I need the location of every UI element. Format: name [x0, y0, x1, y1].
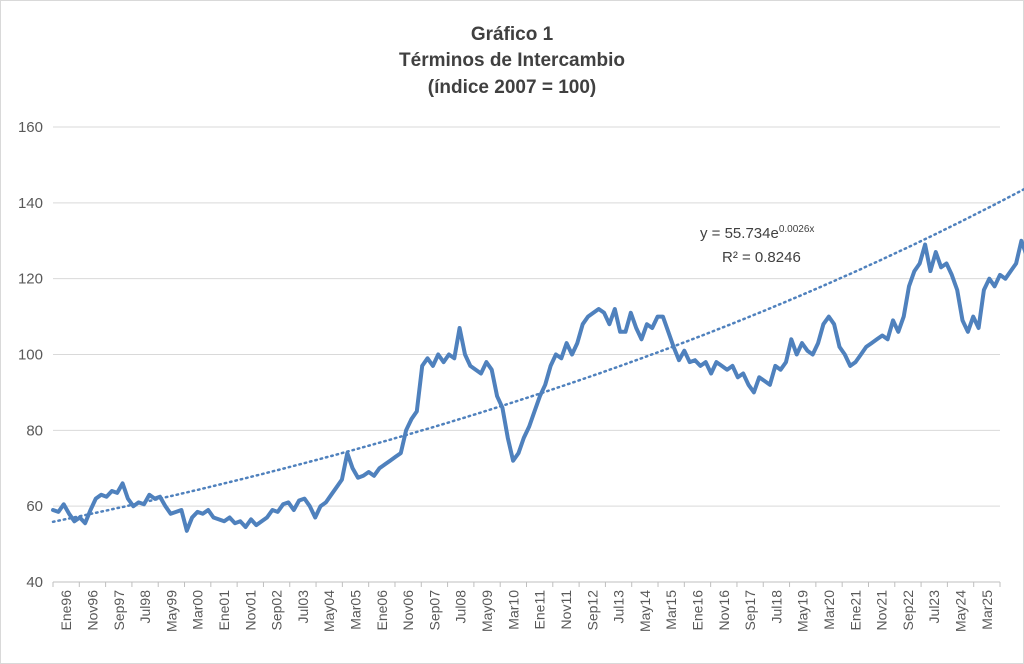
x-tick-label: Ene16	[689, 590, 705, 631]
x-tick-label: Ene01	[216, 590, 232, 631]
x-tick-label: May19	[795, 590, 811, 632]
trendline-equation-exponent: 0.0026x	[779, 224, 815, 235]
x-tick-label: Mar00	[190, 590, 206, 630]
x-tick-label: Mar05	[348, 590, 364, 630]
x-tick-label: Nov01	[242, 590, 258, 631]
y-tick-label: 140	[18, 195, 43, 212]
x-tick-label: Nov11	[558, 590, 574, 630]
x-tick-label: Mar10	[505, 590, 521, 630]
x-tick-label: Nov16	[716, 590, 732, 631]
chart-title-line-2: Términos de Intercambio	[399, 50, 625, 71]
x-tick-label: Nov06	[400, 590, 416, 631]
y-tick-label: 100	[18, 347, 43, 364]
x-tick-label: Jul98	[137, 590, 153, 624]
x-tick-label: May09	[479, 590, 495, 632]
x-tick-label: Ene11	[532, 590, 548, 630]
x-tick-label: May24	[953, 590, 969, 632]
x-tick-label: May99	[163, 590, 179, 632]
x-axis: Ene96 Nov96 Sep97 Jul98 May99 Mar00 Ene01 Nov01…	[52, 582, 1001, 632]
x-tick-label: Ene21	[847, 590, 863, 631]
x-tick-label: Jul18	[768, 590, 784, 624]
x-tick-label: Nov21	[874, 590, 890, 631]
x-tick-label: Sep12	[584, 590, 600, 631]
trendline	[51, 187, 1024, 524]
x-tick-label: May14	[637, 590, 653, 632]
x-tick-label: Sep07	[426, 590, 442, 631]
x-tick-label: Mar20	[821, 590, 837, 630]
x-tick-label: May04	[321, 590, 337, 632]
y-tick-label: 80	[26, 422, 43, 439]
y-axis-ticks: 40 60 80 100 120 140 160	[18, 119, 43, 591]
series-line	[51, 238, 1024, 533]
x-tick-label: Sep97	[111, 590, 127, 631]
x-tick-label: Jul13	[611, 590, 627, 624]
x-tick-label: Sep17	[742, 590, 758, 631]
x-tick-label: Ene96	[58, 590, 74, 631]
chart-title-line-1: Gráfico 1	[471, 24, 554, 45]
y-tick-label: 40	[26, 574, 43, 591]
x-tick-label: Jul03	[295, 590, 311, 624]
x-tick-label: Nov96	[84, 590, 100, 631]
y-tick-label: 160	[18, 119, 43, 136]
x-tick-label: Ene06	[374, 590, 390, 631]
x-tick-label: Mar15	[663, 590, 679, 630]
x-tick-label: Jul23	[926, 590, 942, 624]
y-tick-label: 120	[18, 271, 43, 288]
x-tick-label: Jul08	[453, 590, 469, 624]
trendline-equation-prefix: y = 55.734e	[700, 225, 779, 242]
chart-title-line-3: (índice 2007 = 100)	[428, 77, 596, 98]
x-tick-label: Sep02	[269, 590, 285, 631]
trendline-equation: y = 55.734e0.0026x	[700, 224, 814, 242]
x-tick-label: Sep22	[900, 590, 916, 631]
y-tick-label: 60	[26, 498, 43, 515]
x-tick-label: Mar25	[979, 590, 995, 630]
trendline-r-squared: R² = 0.8246	[722, 249, 801, 266]
